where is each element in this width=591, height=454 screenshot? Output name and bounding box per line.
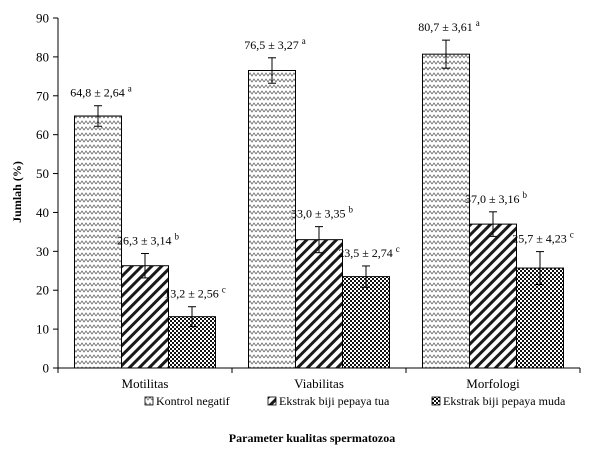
data-label: 37,0 ± 3,16 b <box>465 190 528 206</box>
bar <box>121 265 169 369</box>
data-label: 76,5 ± 3,27 a <box>244 36 306 52</box>
data-label-value: 76,5 ± 3,27 <box>244 38 299 52</box>
legend-label: Kontrol negatif <box>156 394 230 408</box>
y-tick-label: 40 <box>36 205 49 220</box>
bar <box>74 115 122 369</box>
y-tick-label: 10 <box>36 322 49 337</box>
bar <box>469 223 517 369</box>
data-label-superscript: c <box>396 244 400 254</box>
data-label: 64,8 ± 2,64 a <box>70 84 132 100</box>
x-axis-title: Parameter kualitas spermatozoa <box>229 431 395 445</box>
legend-swatch <box>267 396 277 406</box>
data-label: 13,2 ± 2,56 c <box>164 285 226 301</box>
data-label-value: 80,7 ± 3,61 <box>418 20 473 34</box>
x-category-label: Viabilitas <box>294 376 344 391</box>
y-tick-label: 80 <box>36 49 49 64</box>
y-tick-label: 30 <box>36 244 49 259</box>
bar <box>342 276 390 369</box>
data-label-value: 13,2 ± 2,56 <box>164 287 219 301</box>
data-label-superscript: c <box>222 285 226 295</box>
legend-swatch <box>431 396 441 406</box>
bars-group <box>74 39 564 369</box>
data-label-superscript: a <box>128 84 132 94</box>
y-tick-label: 70 <box>36 88 49 103</box>
data-label-superscript: a <box>476 18 480 28</box>
data-label-superscript: b <box>523 190 528 200</box>
data-label-value: 25,7 ± 4,23 <box>512 232 567 246</box>
legend-label: Ekstrak biji pepaya tua <box>279 394 390 408</box>
data-label-superscript: b <box>175 232 180 242</box>
y-tick-label: 90 <box>36 11 49 26</box>
data-label: 33,0 ± 3,35 b <box>291 205 354 221</box>
x-category-label: Morfologi <box>466 376 520 391</box>
y-tick-label: 0 <box>43 361 50 376</box>
y-tick-label: 20 <box>36 283 49 298</box>
bar <box>248 70 296 369</box>
data-label: 26,3 ± 3,14 b <box>117 232 180 248</box>
x-category-label: Motilitas <box>122 376 169 391</box>
bar <box>422 53 470 369</box>
data-label: 80,7 ± 3,61 a <box>418 18 480 34</box>
y-axis-title: Jumlah (%) <box>10 161 24 223</box>
data-label: 25,7 ± 4,23 c <box>512 230 574 246</box>
legend-label: Ekstrak biji pepaya muda <box>443 394 566 408</box>
data-label-value: 64,8 ± 2,64 <box>70 86 125 100</box>
data-label-superscript: a <box>302 36 306 46</box>
x-axis: Motilitas Viabilitas Morfologi <box>57 367 581 391</box>
data-label: 23,5 ± 2,74 c <box>338 244 400 260</box>
data-label-value: 37,0 ± 3,16 <box>465 192 520 206</box>
legend-swatch <box>144 396 154 406</box>
bar <box>295 239 343 369</box>
data-label-superscript: c <box>570 230 574 240</box>
y-tick-label: 60 <box>36 127 49 142</box>
y-tick-label: 50 <box>36 166 49 181</box>
data-labels-group: 64,8 ± 2,64 a76,5 ± 3,27 a80,7 ± 3,61 a26,3… <box>70 18 574 301</box>
data-label-value: 23,5 ± 2,74 <box>338 246 393 260</box>
y-axis: 0 10 20 30 40 50 60 70 80 90 <box>36 11 59 376</box>
data-label-superscript: b <box>349 205 354 215</box>
data-label-value: 26,3 ± 3,14 <box>117 234 172 248</box>
legend: Kontrol negatif Ekstrak biji pepaya tua Ek… <box>144 394 566 408</box>
data-label-value: 33,0 ± 3,35 <box>291 207 346 221</box>
